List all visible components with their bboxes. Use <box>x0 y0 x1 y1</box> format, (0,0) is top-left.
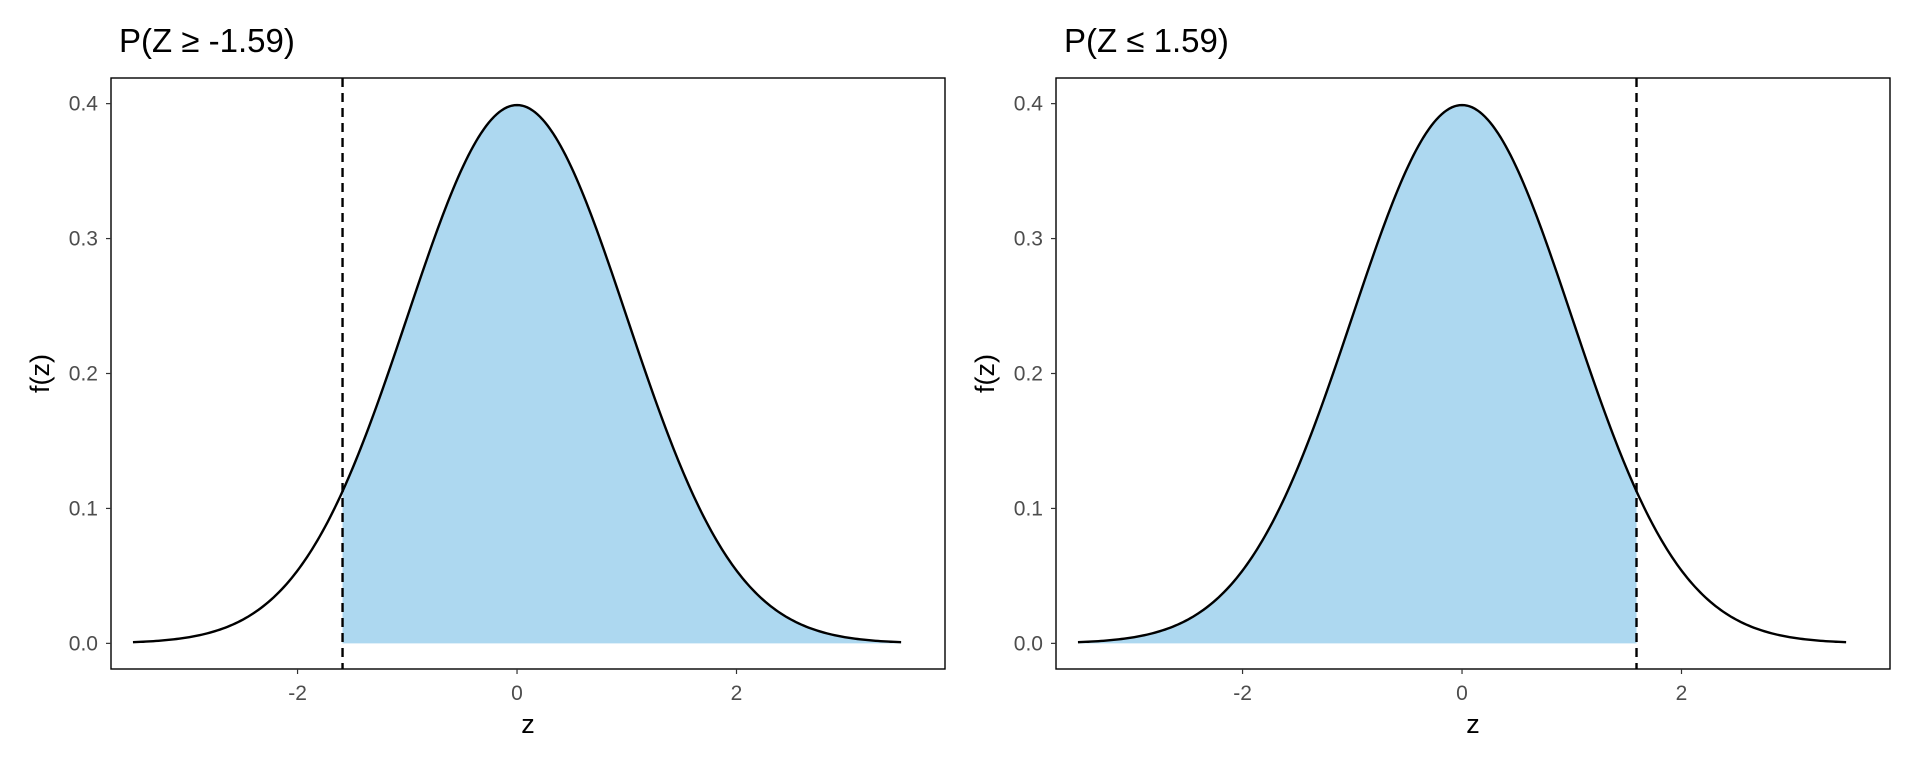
right-x-axis-label: z <box>1466 709 1480 739</box>
left-shaded-area <box>342 105 902 644</box>
left-y-axis-label: f(z) <box>25 354 55 393</box>
right-panel: P(Z ≤ 1.59) 0.0 0.1 0.2 0.3 0.4 -2 0 2 z f(z) <box>970 22 1891 739</box>
left-y-tick-label: 0.1 <box>69 497 98 520</box>
left-y-tick-label: 0.3 <box>69 228 98 251</box>
right-x-tick-label: 2 <box>1676 682 1688 705</box>
right-y-tick-label: 0.1 <box>1014 497 1043 520</box>
left-panel: P(Z ≥ -1.59) 0.0 0.1 0.2 0.3 0.4 -2 0 2 z f(z) <box>25 22 946 739</box>
left-x-tick-label: 2 <box>731 682 743 705</box>
left-y-tick-label: 0.0 <box>69 632 98 655</box>
left-y-tick-label: 0.4 <box>69 93 99 116</box>
left-y-tick-label: 0.2 <box>69 363 98 386</box>
right-y-tick-label: 0.0 <box>1014 632 1043 655</box>
left-x-tick-label: -2 <box>288 682 307 705</box>
right-chart-title: P(Z ≤ 1.59) <box>1064 22 1229 59</box>
right-y-axis-label: f(z) <box>970 354 1000 393</box>
right-y-tick-label: 0.3 <box>1014 228 1043 251</box>
right-shaded-area <box>1077 105 1637 644</box>
left-x-tick-label: 0 <box>511 682 523 705</box>
right-x-tick-label: 0 <box>1456 682 1468 705</box>
right-density-curve <box>1077 103 1847 644</box>
left-x-axis-label: z <box>521 709 535 739</box>
right-y-tick-label: 0.2 <box>1014 363 1043 386</box>
right-y-tick-label: 0.4 <box>1014 93 1044 116</box>
right-x-tick-label: -2 <box>1233 682 1252 705</box>
left-density-curve <box>132 103 902 644</box>
left-chart-title: P(Z ≥ -1.59) <box>119 22 295 59</box>
